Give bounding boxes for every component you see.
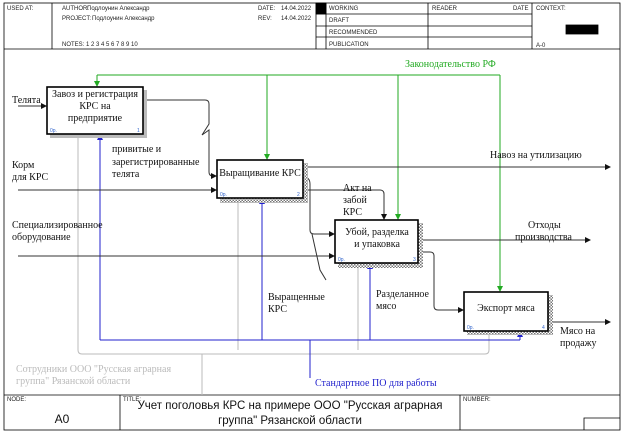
software-arrow [97,134,523,378]
box-3-title-2: и упаковка [354,239,400,250]
label-grown-1: Выращенные [268,292,325,303]
rev-label: REV: [258,16,272,22]
label-equipment-2: оборудование [12,232,71,243]
activity-box-3[interactable]: Убой, разделка и упаковка 0р. 3 [334,219,423,268]
label-act-3: КРС [343,207,362,218]
date-value: 14.04.2022 [281,6,312,12]
label-feed-1: Корм [12,160,35,171]
label-equipment-1: Специализированное [12,220,103,231]
label-meat-sale-2: продажу [560,338,597,349]
box-3-cost: 0р. [338,257,345,263]
context-node: A-0 [536,43,546,49]
used-at-label: USED AT: [7,6,34,12]
label-calves: Телята [12,95,41,106]
staff-arrow [77,134,490,395]
rev-value: 14.04.2022 [281,16,312,22]
status-publication: PUBLICATION [329,42,369,48]
label-waste-1: Отходы [528,220,561,231]
diagram-title-2: группа" Рязанской области [218,415,362,427]
project-value: Подлоунин Александр [92,16,155,22]
date-label: DATE: [258,6,276,12]
activity-box-4[interactable]: Экспорт мяса 0р. 4 [463,291,553,335]
box-1-title-1: Завоз и регистрация [52,89,138,100]
label-feed-2: для КРС [12,172,49,183]
status-draft: DRAFT [329,18,349,24]
label-act-2: забой [343,195,367,206]
box-2-title: Выращивание КРС [219,168,301,179]
box-4-number: 4 [542,325,545,331]
author-value: Подлоунин Александр [87,6,150,12]
reader-date-label: DATE [513,6,529,12]
law-arrow [94,74,503,292]
notes: NOTES: 1 2 3 4 5 6 7 8 9 10 [62,42,138,48]
label-cut-meat-1: Разделанное [376,289,430,300]
label-act-1: Акт на [343,183,372,194]
activity-box-1[interactable]: Завоз и регистрация КРС на предприятие 0… [46,86,147,138]
box-3-title-1: Убой, разделка [345,227,409,238]
status-working: WORKING [329,6,359,12]
reader-label: READER [432,6,458,12]
box-3-number: 3 [413,257,416,263]
box-4-title: Экспорт мяса [477,303,535,314]
label-vaccinated-2: зарегистрированные [112,157,200,168]
node-value: A0 [55,412,70,426]
label-vaccinated-3: телята [112,169,140,180]
label-staff-2: группа" Рязанской области [16,376,131,387]
title-label: TITLE: [123,397,141,403]
box-1-title-2: КРС на [79,101,111,112]
label-meat-sale-1: Мясо на [560,326,596,337]
node-label: NODE: [7,397,26,403]
number-label: NUMBER: [463,397,491,403]
label-vaccinated-1: привитые и [112,144,162,155]
label-manure: Навоз на утилизацию [490,150,582,161]
label-staff-1: Сотрудники ООО "Русская аграрная [16,364,171,375]
header-block [3,2,621,431]
box-1-cost: 0р. [50,128,57,134]
activity-box-2[interactable]: Выращивание КРС 0р. 2 [216,159,308,203]
label-grown-2: КРС [268,304,287,315]
author-label: AUTHOR: [62,6,89,12]
label-cut-meat-2: мясо [376,301,396,312]
box-2-number: 2 [297,192,300,198]
box-1-title-3: предприятие [68,113,123,124]
context-label: CONTEXT: [536,6,566,12]
project-label: PROJECT: [62,16,91,22]
label-waste-2: производства [515,232,573,243]
box-1-number: 1 [137,128,140,134]
label-software: Стандартное ПО для работы [315,378,437,389]
box-2-cost: 0р. [220,192,227,198]
status-recommended: RECOMMENDED [329,30,378,36]
diagram-title-1: Учет поголовья КРС на примере ООО "Русск… [137,400,442,412]
box-4-cost: 0р. [467,325,474,331]
label-law: Законодательство РФ [405,59,496,70]
